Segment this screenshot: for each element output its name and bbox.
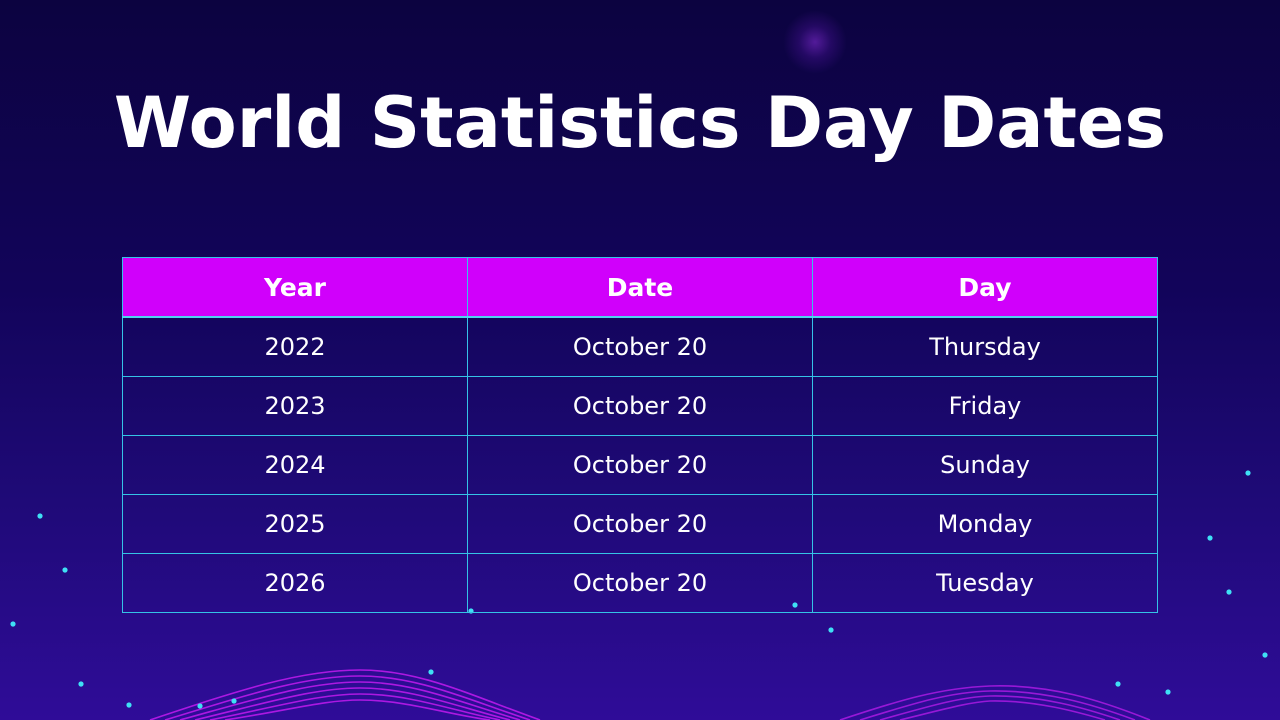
wave-lines-right — [839, 685, 1151, 720]
cell-date: October 20 — [467, 376, 813, 436]
cell-year: 2022 — [122, 316, 468, 377]
cell-year: 2023 — [122, 376, 468, 436]
cell-date: October 20 — [467, 553, 813, 613]
table-row: 2025 October 20 Monday — [122, 494, 1158, 554]
cell-day: Sunday — [812, 435, 1158, 495]
table-row: 2022 October 20 Thursday — [122, 316, 1158, 377]
cell-year: 2026 — [122, 553, 468, 613]
column-header-date: Date — [467, 257, 813, 318]
cell-day: Friday — [812, 376, 1158, 436]
cell-date: October 20 — [467, 435, 813, 495]
cell-year: 2024 — [122, 435, 468, 495]
cell-year: 2025 — [122, 494, 468, 554]
cell-day: Monday — [812, 494, 1158, 554]
glow-orb-decoration — [783, 10, 847, 74]
column-header-year: Year — [122, 257, 468, 318]
cell-day: Tuesday — [812, 553, 1158, 613]
cell-date: October 20 — [467, 494, 813, 554]
cell-day: Thursday — [812, 316, 1158, 377]
wave-lines-left — [149, 669, 541, 720]
dates-table: Year Date Day 2022 October 20 Thursday 2… — [122, 257, 1158, 613]
table-row: 2023 October 20 Friday — [122, 376, 1158, 436]
cell-date: October 20 — [467, 316, 813, 377]
table-header-row: Year Date Day — [122, 257, 1158, 318]
table-row: 2024 October 20 Sunday — [122, 435, 1158, 495]
table-row: 2026 October 20 Tuesday — [122, 553, 1158, 613]
slide-title: World Statistics Day Dates — [113, 82, 1167, 164]
dates-table-container: Year Date Day 2022 October 20 Thursday 2… — [122, 257, 1158, 613]
column-header-day: Day — [812, 257, 1158, 318]
vertical-dot-lines — [12, 473, 1266, 720]
